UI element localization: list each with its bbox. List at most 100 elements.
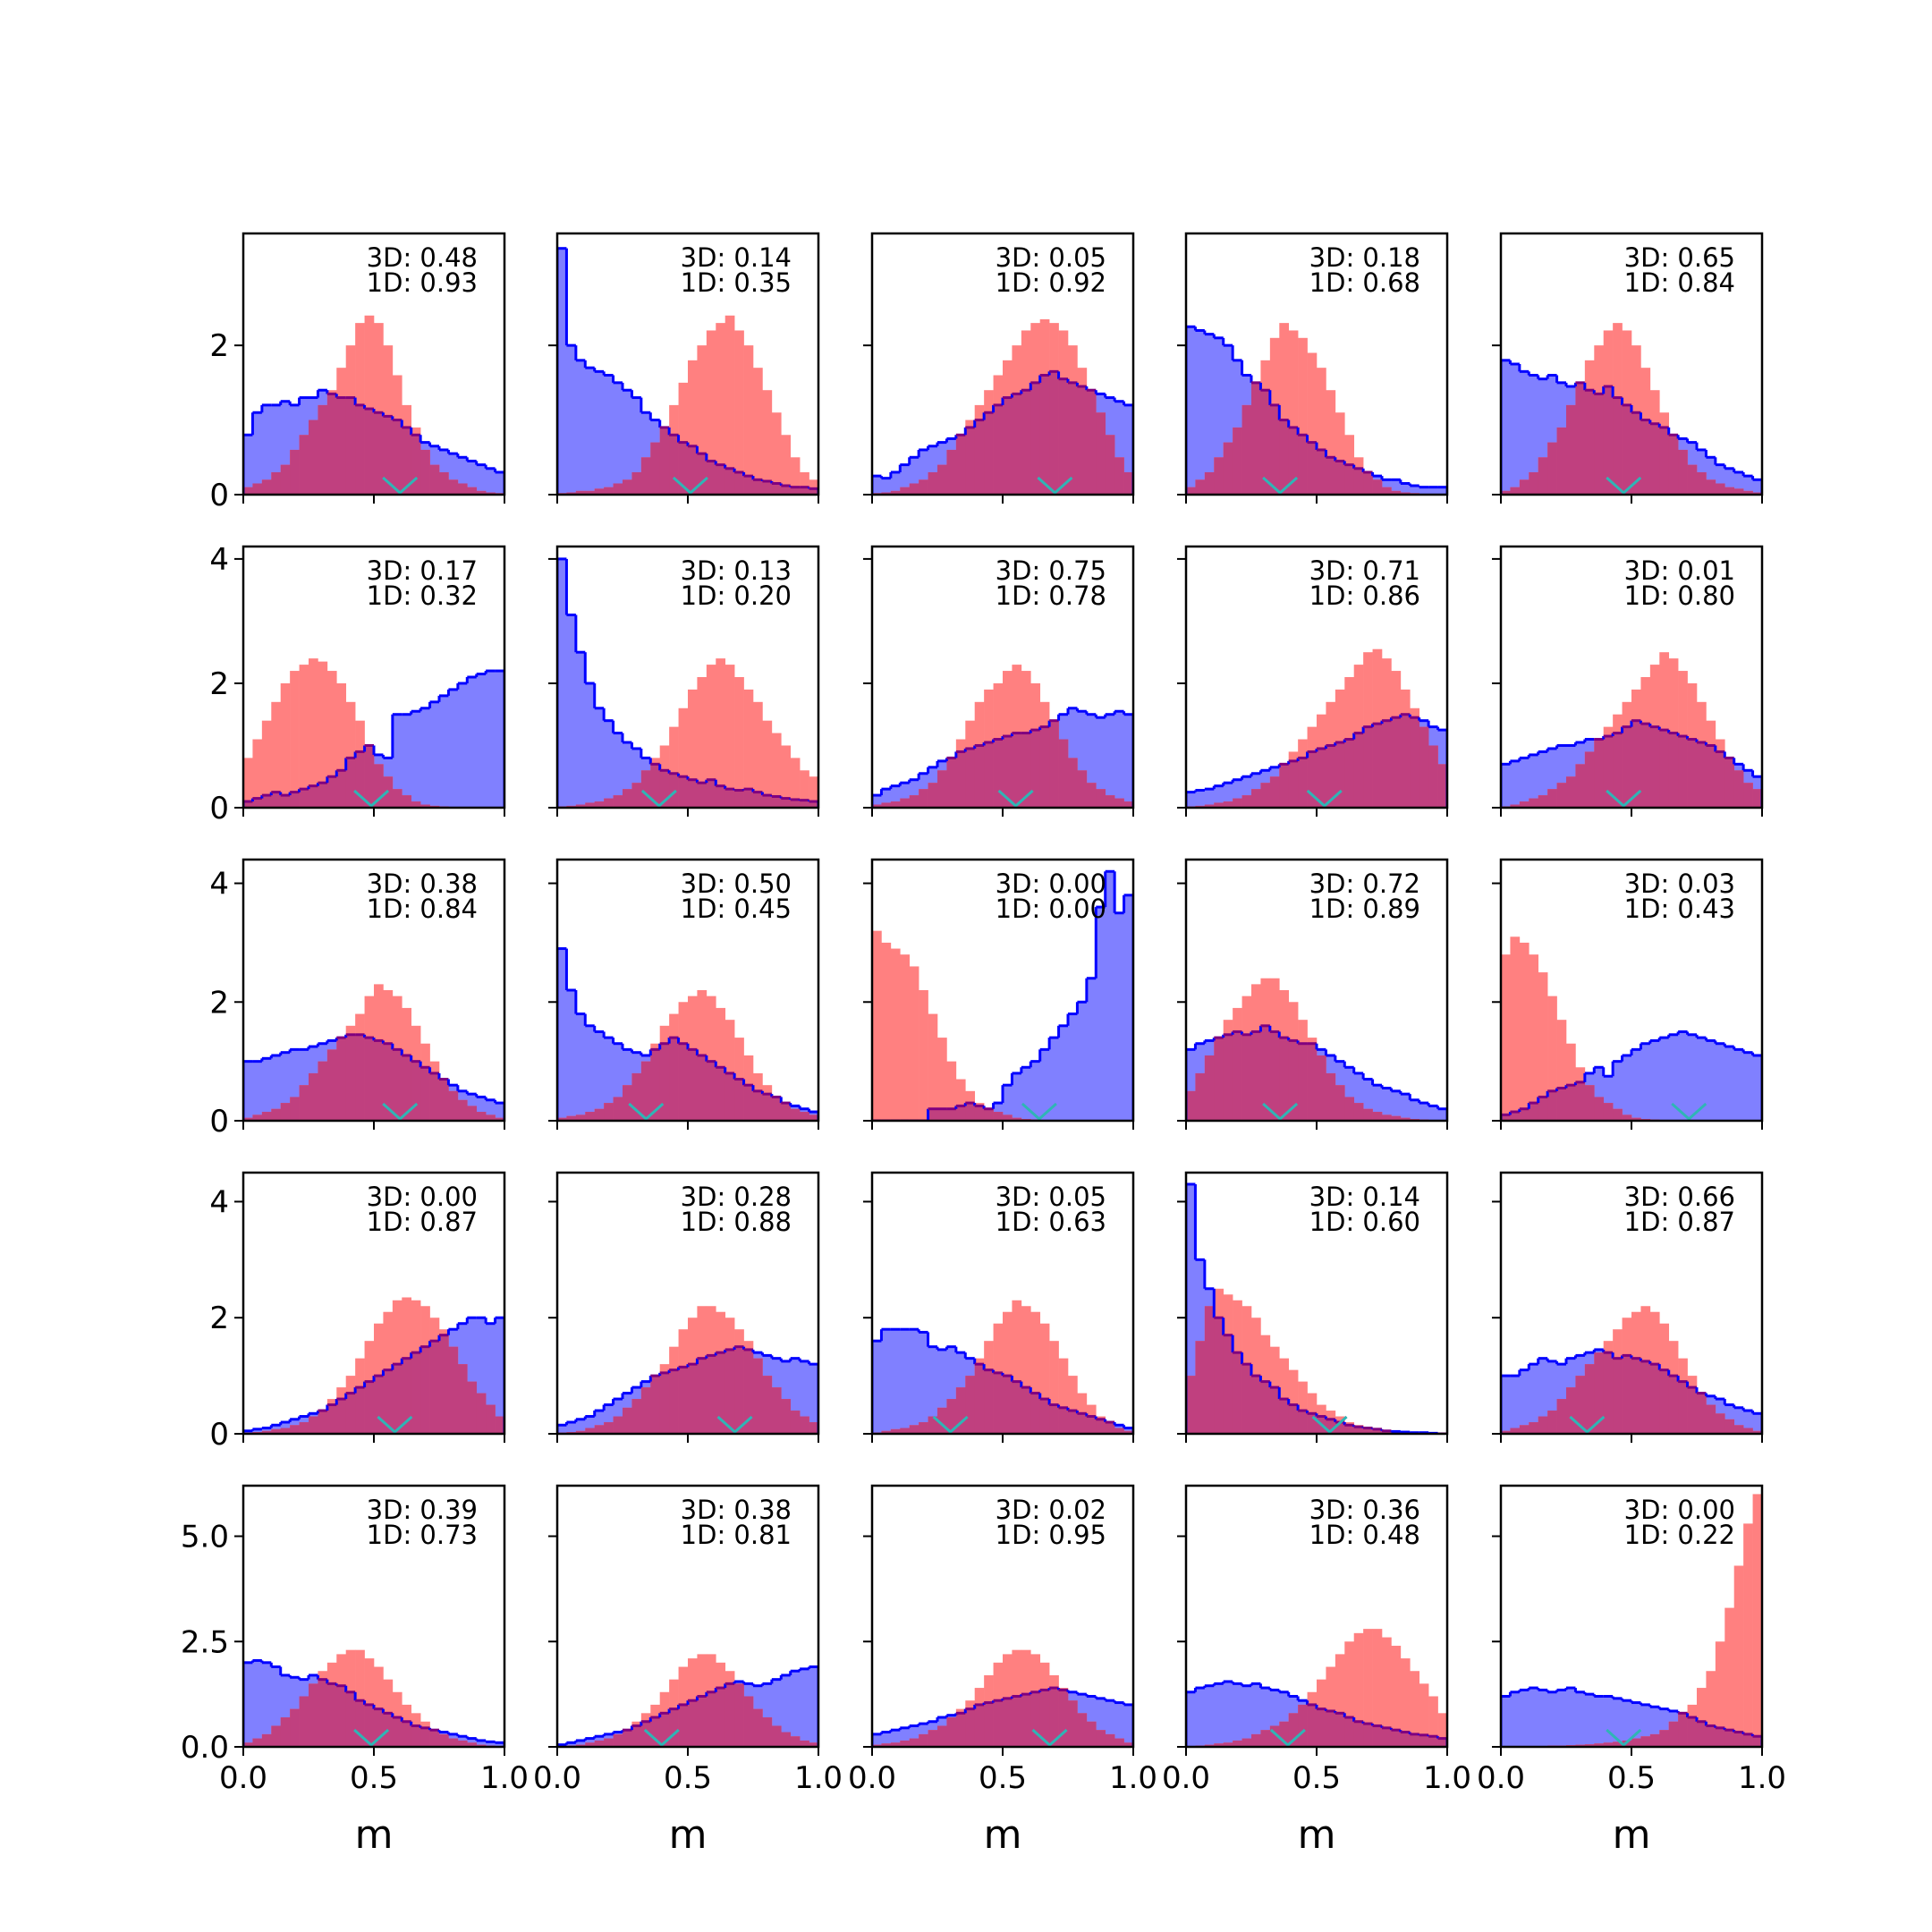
overlap-bar bbox=[1566, 776, 1576, 808]
overlap-bar bbox=[1251, 1733, 1261, 1747]
overlap-bar bbox=[1195, 1072, 1206, 1121]
annotation-3d: 3D: 0.65 bbox=[1624, 242, 1735, 273]
red-bar bbox=[716, 323, 726, 495]
overlap-bar bbox=[392, 789, 402, 808]
x-tick-label: 1.0 bbox=[1423, 1760, 1471, 1796]
x-tick-label: 0.0 bbox=[1477, 1760, 1525, 1796]
overlap-bar bbox=[467, 487, 478, 495]
overlap-bar bbox=[1096, 789, 1106, 808]
overlap-bar bbox=[716, 464, 726, 495]
overlap-bar bbox=[900, 798, 911, 808]
overlap-bar bbox=[1307, 751, 1318, 808]
overlap-bar bbox=[585, 1428, 596, 1434]
overlap-bar bbox=[1622, 404, 1632, 495]
overlap-bar bbox=[1186, 1090, 1196, 1121]
annotation-1d: 1D: 0.45 bbox=[681, 894, 792, 924]
red-bar bbox=[781, 435, 792, 495]
overlap-bar bbox=[946, 1399, 957, 1434]
overlap-bar bbox=[1659, 427, 1670, 495]
overlap-bar bbox=[900, 487, 911, 495]
overlap-bar bbox=[374, 1376, 384, 1434]
overlap-bar bbox=[1335, 1713, 1345, 1747]
overlap-bar bbox=[290, 1708, 300, 1747]
annotation-1d: 1D: 0.43 bbox=[1624, 894, 1735, 924]
plot-area bbox=[243, 658, 504, 808]
red-bar bbox=[1039, 1323, 1050, 1434]
overlap-bar bbox=[309, 785, 318, 808]
overlap-bar bbox=[919, 1733, 928, 1747]
overlap-bar bbox=[650, 1717, 661, 1747]
annotation-3d: 3D: 0.66 bbox=[1624, 1182, 1735, 1212]
overlap-bar bbox=[659, 1043, 670, 1121]
overlap-bar bbox=[1241, 1034, 1252, 1121]
annotation-3d: 3D: 0.13 bbox=[681, 555, 792, 586]
overlap-bar bbox=[1613, 1108, 1623, 1121]
overlap-bar bbox=[1344, 739, 1355, 808]
peak-marker-icon bbox=[382, 476, 419, 495]
overlap-bar bbox=[1105, 435, 1115, 495]
peak-marker-icon bbox=[932, 1415, 969, 1434]
overlap-bar bbox=[1335, 1085, 1345, 1121]
overlap-bar bbox=[1556, 783, 1567, 808]
overlap-bar bbox=[650, 1049, 661, 1121]
overlap-bar bbox=[984, 1369, 994, 1434]
overlap-bar bbox=[457, 1740, 468, 1747]
overlap-bar bbox=[448, 1346, 459, 1434]
overlap-bar bbox=[790, 1411, 801, 1434]
overlap-bar bbox=[252, 1114, 263, 1121]
overlap-bar bbox=[1003, 1698, 1013, 1747]
overlap-bar bbox=[336, 1685, 347, 1747]
red-bar bbox=[1538, 972, 1548, 1121]
overlap-bar bbox=[1012, 1696, 1022, 1747]
overlap-bar bbox=[1603, 1352, 1614, 1434]
overlap-bar bbox=[928, 471, 938, 495]
red-bar bbox=[872, 930, 882, 1121]
x-tick-label: 0.0 bbox=[219, 1760, 267, 1796]
overlap-bar bbox=[724, 1072, 735, 1121]
overlap-bar bbox=[1715, 1727, 1725, 1747]
overlap-bar bbox=[800, 800, 809, 808]
overlap-bar bbox=[1326, 1072, 1336, 1121]
overlap-bar bbox=[790, 487, 801, 495]
overlap-bar bbox=[1419, 1734, 1429, 1747]
overlap-bar bbox=[762, 795, 773, 808]
overlap-bar bbox=[688, 445, 698, 495]
overlap-bar bbox=[1697, 742, 1707, 808]
red-bar bbox=[280, 682, 291, 808]
overlap-bar bbox=[1631, 1358, 1641, 1434]
overlap-bar bbox=[429, 1341, 440, 1434]
overlap-bar bbox=[345, 1691, 356, 1747]
overlap-bar bbox=[1678, 1381, 1688, 1434]
overlap-bar bbox=[476, 1393, 487, 1434]
overlap-bar bbox=[557, 1117, 567, 1121]
red-bar bbox=[678, 382, 689, 495]
overlap-bar bbox=[1437, 1738, 1447, 1747]
overlap-bar bbox=[1068, 1411, 1078, 1434]
overlap-bar bbox=[604, 798, 614, 808]
red-bar bbox=[1021, 1306, 1031, 1434]
overlap-bar bbox=[1631, 1117, 1641, 1121]
overlap-bar bbox=[1260, 390, 1271, 495]
red-bar bbox=[1706, 1671, 1716, 1747]
red-bar bbox=[1724, 1607, 1735, 1747]
overlap-bar bbox=[1547, 1090, 1557, 1121]
overlap-bar bbox=[993, 1700, 1004, 1747]
red-bar bbox=[734, 330, 744, 495]
overlap-bar bbox=[355, 751, 365, 808]
overlap-bar bbox=[716, 1352, 726, 1434]
overlap-bar bbox=[937, 1725, 947, 1747]
overlap-bar bbox=[1529, 1103, 1539, 1121]
overlap-bar bbox=[1086, 390, 1097, 495]
plot-area bbox=[1186, 978, 1447, 1121]
overlap-bar bbox=[928, 1730, 938, 1747]
overlap-bar bbox=[669, 1369, 679, 1434]
annotation-1d: 1D: 0.84 bbox=[1624, 267, 1735, 298]
overlap-bar bbox=[299, 1696, 309, 1747]
overlap-bar bbox=[1687, 464, 1698, 495]
overlap-bar bbox=[1706, 745, 1716, 808]
peak-marker-icon bbox=[628, 1102, 665, 1121]
overlap-bar bbox=[1519, 1108, 1530, 1121]
overlap-bar bbox=[1049, 1688, 1059, 1747]
overlap-bar bbox=[650, 442, 661, 495]
